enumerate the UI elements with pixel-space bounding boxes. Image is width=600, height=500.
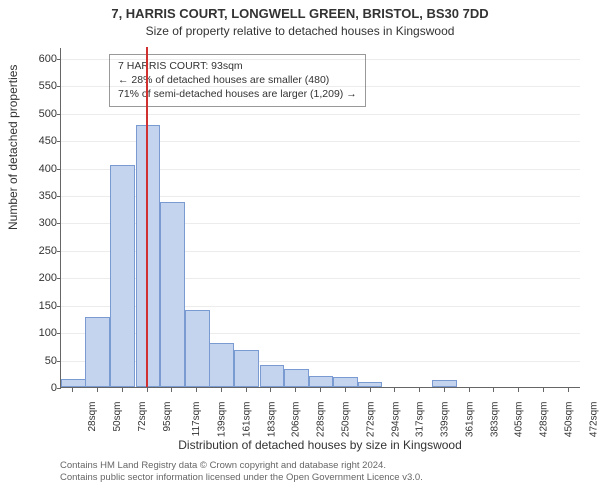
histogram-bar <box>284 369 309 387</box>
ytick-mark <box>57 223 61 224</box>
histogram-bar <box>432 380 457 387</box>
ytick-label: 150 <box>23 300 57 312</box>
xtick-label: 183sqm <box>266 402 277 438</box>
xtick-mark <box>370 388 371 392</box>
ytick-mark <box>57 86 61 87</box>
xtick-label: 428sqm <box>539 402 550 438</box>
xtick-mark <box>394 388 395 392</box>
xtick-mark <box>147 388 148 392</box>
xtick-label: 450sqm <box>564 402 575 438</box>
xtick-mark <box>246 388 247 392</box>
ytick-label: 250 <box>23 245 57 257</box>
xtick-mark <box>97 388 98 392</box>
xtick-label: 28sqm <box>87 402 98 432</box>
ytick-label: 300 <box>23 217 57 229</box>
xtick-label: 361sqm <box>464 402 475 438</box>
xtick-label: 472sqm <box>588 402 599 438</box>
ytick-label: 450 <box>23 135 57 147</box>
xtick-mark <box>518 388 519 392</box>
xtick-label: 405sqm <box>514 402 525 438</box>
xtick-label: 272sqm <box>365 402 376 438</box>
xtick-mark <box>196 388 197 392</box>
xtick-label: 139sqm <box>217 402 228 438</box>
ytick-mark <box>57 278 61 279</box>
ytick-label: 350 <box>23 190 57 202</box>
xtick-label: 50sqm <box>112 402 123 432</box>
histogram-bar <box>136 125 161 387</box>
ytick-mark <box>57 251 61 252</box>
xtick-label: 294sqm <box>390 402 401 438</box>
ytick-label: 600 <box>23 53 57 65</box>
histogram-bar <box>358 382 383 387</box>
ytick-mark <box>57 59 61 60</box>
xtick-mark <box>295 388 296 392</box>
ytick-label: 200 <box>23 272 57 284</box>
histogram-bar <box>85 317 110 387</box>
ytick-label: 500 <box>23 108 57 120</box>
xtick-label: 383sqm <box>489 402 500 438</box>
xtick-label: 72sqm <box>137 402 148 432</box>
marker-line <box>146 47 148 387</box>
xtick-mark <box>72 388 73 392</box>
page-subtitle: Size of property relative to detached ho… <box>0 24 600 38</box>
ytick-mark <box>57 141 61 142</box>
xtick-label: 339sqm <box>440 402 451 438</box>
page-title: 7, HARRIS COURT, LONGWELL GREEN, BRISTOL… <box>0 6 600 21</box>
ytick-label: 50 <box>23 355 57 367</box>
histogram-bar <box>260 365 285 387</box>
ytick-label: 400 <box>23 163 57 175</box>
xtick-label: 228sqm <box>316 402 327 438</box>
xtick-mark <box>221 388 222 392</box>
legend-line-3: 71% of semi-detached houses are larger (… <box>118 87 357 101</box>
histogram-bar <box>333 377 358 387</box>
xtick-mark <box>320 388 321 392</box>
histogram-bar <box>309 376 334 387</box>
ytick-mark <box>57 169 61 170</box>
ytick-mark <box>57 361 61 362</box>
xtick-mark <box>419 388 420 392</box>
gridline <box>61 114 580 115</box>
xtick-mark <box>493 388 494 392</box>
xtick-mark <box>543 388 544 392</box>
legend-line-1: 7 HARRIS COURT: 93sqm <box>118 59 357 73</box>
histogram-bar <box>209 343 234 387</box>
histogram-bar <box>185 310 210 387</box>
ytick-mark <box>57 388 61 389</box>
histogram-bar <box>110 165 135 387</box>
attribution-1: Contains HM Land Registry data © Crown c… <box>60 460 580 471</box>
ytick-mark <box>57 306 61 307</box>
ytick-mark <box>57 114 61 115</box>
xtick-mark <box>171 388 172 392</box>
histogram-bar <box>160 202 185 387</box>
xtick-mark <box>469 388 470 392</box>
ytick-label: 100 <box>23 327 57 339</box>
y-axis-label: Number of detached properties <box>6 65 20 230</box>
xtick-mark <box>122 388 123 392</box>
figure: 7, HARRIS COURT, LONGWELL GREEN, BRISTOL… <box>0 0 600 500</box>
xtick-label: 95sqm <box>162 402 173 432</box>
xtick-mark <box>270 388 271 392</box>
xtick-label: 250sqm <box>341 402 352 438</box>
ytick-label: 0 <box>23 382 57 394</box>
xtick-label: 117sqm <box>191 402 202 437</box>
x-axis-label: Distribution of detached houses by size … <box>60 438 580 452</box>
attribution-2: Contains public sector information licen… <box>60 472 580 483</box>
xtick-mark <box>444 388 445 392</box>
histogram-bar <box>234 350 259 387</box>
ytick-label: 550 <box>23 80 57 92</box>
ytick-mark <box>57 196 61 197</box>
plot-area: 7 HARRIS COURT: 93sqm ← 28% of detached … <box>60 48 580 388</box>
xtick-label: 317sqm <box>415 402 426 438</box>
xtick-label: 206sqm <box>291 402 302 438</box>
gridline <box>61 59 580 60</box>
xtick-label: 161sqm <box>241 402 252 438</box>
xtick-mark <box>345 388 346 392</box>
gridline <box>61 86 580 87</box>
histogram-bar <box>61 379 86 387</box>
legend-line-2: ← 28% of detached houses are smaller (48… <box>118 73 357 87</box>
ytick-mark <box>57 333 61 334</box>
xtick-mark <box>568 388 569 392</box>
